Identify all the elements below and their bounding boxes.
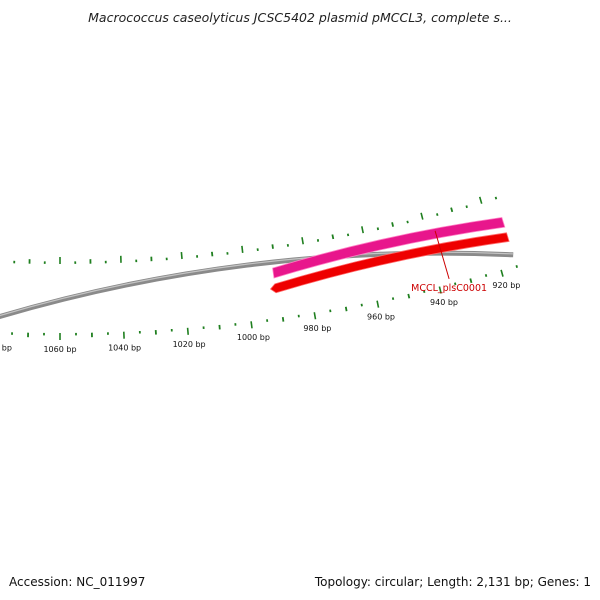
tick-mark <box>361 226 364 234</box>
tick-mark <box>438 286 442 294</box>
tick-mark <box>301 237 304 245</box>
gene-label[interactable]: MCCL_plsC0001 <box>411 283 487 294</box>
tick-mark <box>500 269 504 277</box>
tick-mark <box>391 297 395 300</box>
tick-label: 1060 bp <box>43 345 76 354</box>
tick-label: 1080 bp <box>0 344 12 353</box>
tick-label: 1020 bp <box>173 340 206 349</box>
tick-mark <box>180 252 183 260</box>
tick-mark <box>346 233 350 237</box>
tick-mark <box>360 303 363 307</box>
tick-mark <box>423 290 426 294</box>
gene-arrow-forward[interactable] <box>269 232 510 294</box>
tick-label: 940 bp <box>430 298 458 307</box>
tick-mark <box>478 196 483 204</box>
tick-label: 1000 bp <box>237 333 270 342</box>
tick-mark <box>241 245 244 253</box>
tick-mark <box>436 213 439 217</box>
tick-mark <box>484 274 488 277</box>
tick-mark <box>250 321 253 329</box>
tick-label: 980 bp <box>303 324 331 333</box>
accession-text: Accession: NC_011997 <box>9 575 146 589</box>
tick-label: 1040 bp <box>108 344 141 353</box>
tick-mark <box>344 306 348 312</box>
gene-label-leader-line <box>434 230 450 280</box>
tick-mark <box>407 293 411 299</box>
tick-mark <box>515 265 518 268</box>
tick-mark <box>313 312 317 320</box>
tick-mark <box>420 212 424 220</box>
tick-mark <box>376 300 380 308</box>
map-title: Macrococcus caseolyticus JCSC5402 plasmi… <box>88 10 512 25</box>
tick-mark <box>211 251 214 257</box>
gene-feature-bar[interactable] <box>272 217 506 279</box>
plasmid-backbone-highlight <box>0 251 513 317</box>
tick-mark <box>281 316 285 322</box>
tick-mark <box>494 196 498 200</box>
tick-mark <box>406 220 409 224</box>
tick-label: 960 bp <box>367 312 395 321</box>
tick-mark <box>469 278 473 284</box>
tick-mark <box>450 207 454 213</box>
inner-tick-ring <box>13 196 498 264</box>
tick-mark <box>271 244 274 249</box>
tick-mark <box>454 282 457 286</box>
tick-mark <box>331 234 335 240</box>
tick-mark <box>465 205 468 209</box>
tick-mark <box>376 227 380 231</box>
tick-label-ring: 920 bp 940 bp 960 bp 980 bp 1000 bp 1020 bp 10… <box>0 281 520 354</box>
tick-mark <box>186 327 189 335</box>
plasmid-backbone <box>0 250 514 320</box>
topology-summary: Topology: circular; Length: 2,131 bp; Ge… <box>314 575 591 589</box>
outer-tick-ring <box>11 265 518 340</box>
tick-mark <box>391 222 394 227</box>
tick-label: 920 bp <box>492 281 520 290</box>
